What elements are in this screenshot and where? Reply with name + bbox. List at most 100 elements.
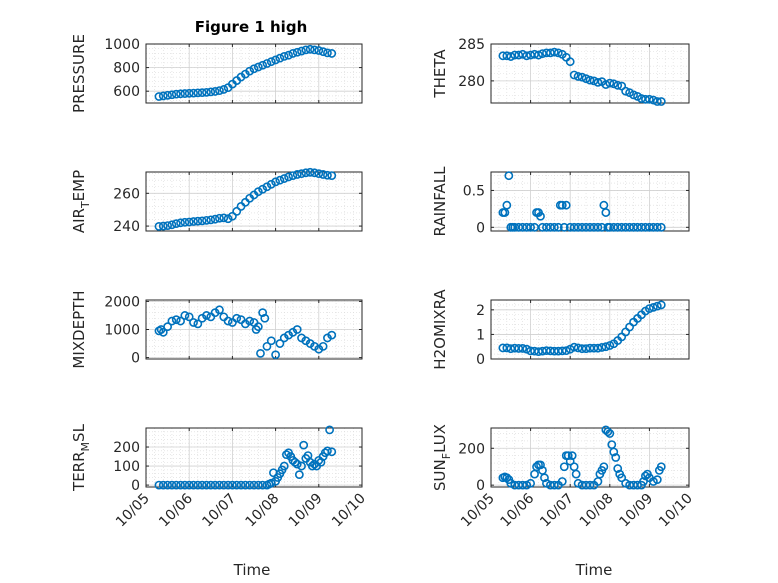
data-point: [629, 90, 638, 100]
data-point: [262, 341, 272, 351]
data-point: [253, 322, 263, 332]
y-tick-label: 600: [113, 84, 140, 100]
data-point: [526, 222, 535, 232]
data-point: [518, 344, 528, 353]
data-point: [158, 480, 168, 490]
data-point: [167, 316, 177, 326]
y-tick-label: 1000: [104, 323, 140, 339]
y-tick-label: 800: [113, 61, 140, 77]
y-tick-label: 200: [113, 440, 140, 456]
data-point: [290, 457, 300, 467]
data-point: [327, 447, 337, 457]
axes-box: [145, 171, 363, 232]
data-point: [176, 480, 185, 490]
data-point: [565, 456, 575, 466]
x-tick-label: 10/10: [329, 491, 369, 531]
data-point: [184, 480, 194, 490]
x-tick-label: 10/09: [616, 491, 656, 531]
data-point: [279, 461, 289, 471]
data-point: [158, 91, 168, 101]
y-axis-label: SUNFLUX: [431, 424, 453, 491]
y-tick-label: 200: [458, 441, 485, 457]
figure-title: Figure 1 high: [195, 18, 308, 36]
data-point: [206, 480, 216, 490]
data-point: [327, 49, 337, 58]
data-point: [581, 74, 591, 84]
y-tick-label: 0: [131, 478, 140, 494]
data-point: [526, 478, 535, 488]
data-point: [279, 51, 289, 61]
y-axis-label: RAINFALL: [431, 166, 449, 237]
data-point: [245, 480, 255, 490]
data-point: [652, 475, 662, 485]
y-tick-label: 0: [131, 351, 140, 367]
data-point: [171, 89, 181, 99]
data-point: [275, 53, 285, 63]
data-point: [549, 47, 559, 57]
data-point: [171, 480, 181, 490]
y-tick-label: 0.5: [463, 183, 485, 199]
data-point: [215, 305, 224, 315]
data-point: [163, 322, 172, 332]
x-tick-label: 10/08: [243, 491, 283, 531]
data-point: [215, 213, 224, 223]
data-point: [569, 70, 579, 80]
data-point: [184, 88, 194, 98]
data-point: [506, 52, 516, 61]
subplot-h2omixra: 0 1 2 H2OMIXRA: [431, 289, 690, 370]
data-point: [518, 480, 528, 490]
data-point: [249, 480, 259, 490]
data-point: [210, 214, 220, 224]
x-tick-label: 10/07: [199, 491, 239, 531]
data-point: [275, 339, 285, 348]
data-point: [569, 342, 579, 352]
data-point: [284, 50, 293, 60]
data-point: [167, 90, 177, 100]
data-point: [599, 462, 609, 472]
data-point: [605, 78, 615, 88]
data-point: [202, 311, 211, 320]
x-tick-label: 10/05: [113, 491, 153, 531]
data-point: [266, 336, 276, 346]
data-point: [593, 77, 603, 87]
data-point: [299, 440, 309, 450]
data-point: [266, 57, 276, 67]
y-tick-label: 2000: [104, 294, 140, 310]
data-point: [314, 46, 324, 55]
data-point: [593, 222, 603, 232]
data-point: [189, 480, 198, 490]
data-point: [307, 461, 317, 471]
data-point: [266, 179, 276, 189]
data-point: [617, 473, 627, 483]
data-point: [601, 208, 611, 217]
data-point: [193, 88, 203, 98]
data-point: [534, 50, 543, 60]
data-point: [305, 44, 315, 54]
data-point: [656, 97, 666, 106]
data-point: [193, 480, 203, 490]
data-point: [240, 480, 250, 490]
data-point: [323, 446, 332, 456]
y-tick-label: 2: [476, 303, 485, 319]
data-point: [645, 304, 654, 314]
x-axis-label-left: Time: [233, 561, 271, 579]
data-point: [310, 168, 319, 178]
data-point: [180, 217, 190, 227]
data-point: [314, 169, 324, 179]
data-point: [281, 450, 291, 460]
data-point: [184, 217, 194, 227]
data-point: [325, 425, 334, 435]
data-point: [522, 51, 532, 61]
data-point: [271, 55, 280, 65]
data-point: [258, 60, 268, 70]
y-axis-label: MIXDEPTH: [70, 290, 88, 368]
plot-area: [146, 44, 362, 103]
data-point: [656, 222, 666, 232]
data-point: [593, 343, 603, 353]
data-point: [565, 57, 575, 67]
data-point: [613, 464, 623, 473]
data-point: [154, 92, 164, 101]
data-point: [571, 469, 581, 479]
data-point: [193, 216, 203, 226]
data-point: [557, 200, 567, 210]
